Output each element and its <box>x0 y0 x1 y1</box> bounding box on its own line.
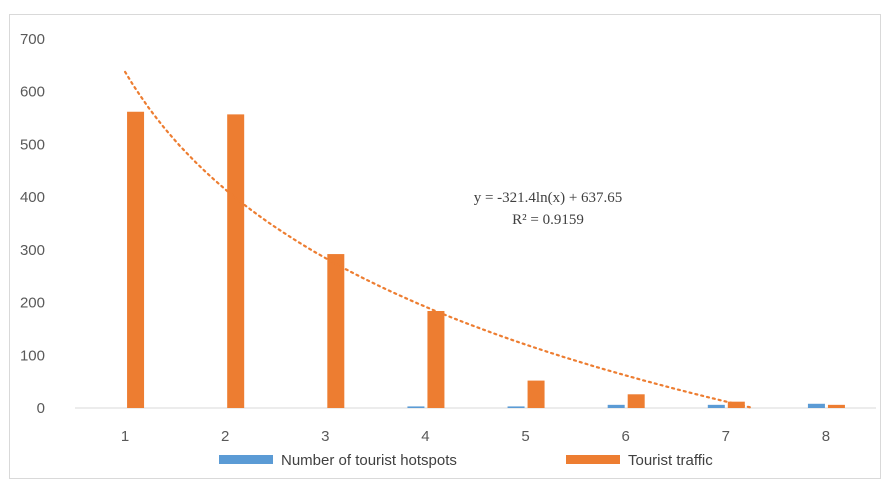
bar-traffic <box>827 404 845 408</box>
x-tick-label: 3 <box>321 428 329 445</box>
y-tick-label: 400 <box>20 189 45 206</box>
bar-traffic <box>127 111 145 408</box>
trendline-equation: y = -321.4ln(x) + 637.65 R² = 0.9159 <box>474 190 623 228</box>
legend-swatch-hotspots <box>219 455 273 464</box>
trendline-equation-text: y = -321.4ln(x) + 637.65 <box>474 190 623 206</box>
x-tick-label: 2 <box>221 428 229 445</box>
bar-traffic <box>627 394 645 408</box>
y-tick-label: 200 <box>20 295 45 312</box>
y-tick-label: 100 <box>20 347 45 364</box>
bar-traffic <box>527 380 545 408</box>
bar-hotspots <box>507 406 525 408</box>
y-tick-label: 300 <box>20 242 45 259</box>
trendline-r-squared: R² = 0.9159 <box>512 212 584 228</box>
legend-swatch-traffic <box>566 455 620 464</box>
bar-traffic <box>327 254 345 408</box>
y-tick-label: 600 <box>20 84 45 101</box>
y-tick-label: 700 <box>20 31 45 48</box>
bar-hotspots <box>807 403 825 408</box>
bar-traffic <box>227 114 245 408</box>
x-tick-label: 8 <box>822 428 830 445</box>
bar-hotspots <box>407 406 425 408</box>
x-tick-label: 4 <box>421 428 429 445</box>
y-axis-ticks: 0 100 200 300 400 500 600 700 <box>20 31 45 417</box>
x-tick-label: 1 <box>121 428 129 445</box>
legend-label-traffic: Tourist traffic <box>628 452 713 469</box>
x-tick-label: 7 <box>722 428 730 445</box>
chart-frame <box>9 14 881 479</box>
bar-hotspots <box>707 404 725 408</box>
x-tick-label: 5 <box>521 428 529 445</box>
bars <box>127 111 845 408</box>
bar-hotspots <box>607 404 625 408</box>
y-tick-label: 500 <box>20 136 45 153</box>
legend: Number of tourist hotspots Tourist traff… <box>219 452 713 469</box>
trendline <box>124 70 755 410</box>
y-tick-label: 0 <box>37 400 45 417</box>
legend-label-hotspots: Number of tourist hotspots <box>281 452 457 469</box>
bar-traffic <box>427 311 445 408</box>
x-axis-ticks: 1 2 3 4 5 6 7 8 <box>121 428 830 445</box>
x-tick-label: 6 <box>622 428 630 445</box>
